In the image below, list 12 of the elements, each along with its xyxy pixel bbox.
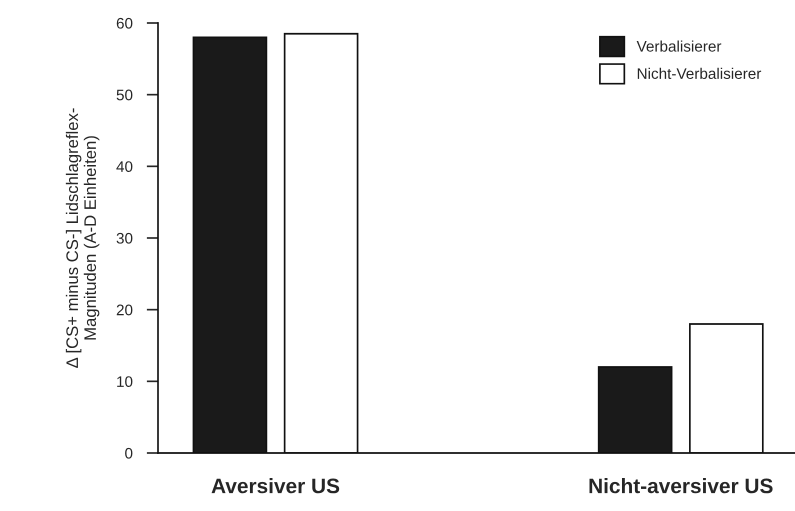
y-tick-label: 50 bbox=[116, 90, 132, 100]
y-tick-label: 10 bbox=[117, 376, 132, 388]
legend-label: Verbalisierer bbox=[636, 40, 722, 52]
y-tick-label: 60 bbox=[116, 18, 132, 29]
y-tick-label: 40 bbox=[116, 161, 132, 172]
y-tick-label: 30 bbox=[116, 232, 132, 244]
legend-label: Nicht-Verbalisierer bbox=[638, 68, 762, 79]
y-tick-label: 0 bbox=[125, 448, 132, 459]
x-tick-label: Nicht-aversiver US bbox=[590, 478, 773, 494]
y-axis-title: Δ [CS+ minus CS-] Lidschlagreflex- Magnituden (A-D Einheiten) bbox=[66, 108, 100, 368]
y-tick-label: 20 bbox=[116, 304, 132, 316]
x-tick-label: Aversiver US bbox=[212, 478, 340, 494]
